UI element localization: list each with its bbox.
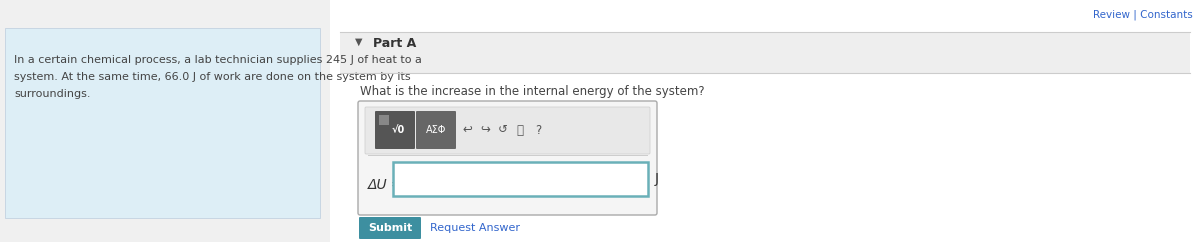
Text: J: J	[655, 172, 659, 186]
Text: Review | Constants: Review | Constants	[1093, 10, 1193, 21]
Text: ⬜: ⬜	[516, 123, 523, 136]
Text: ↩: ↩	[462, 123, 472, 136]
FancyBboxPatch shape	[358, 101, 658, 215]
Text: ΔU =: ΔU =	[368, 178, 403, 192]
FancyBboxPatch shape	[330, 0, 1200, 242]
Text: √0: √0	[391, 125, 404, 135]
FancyBboxPatch shape	[374, 111, 415, 149]
FancyBboxPatch shape	[365, 107, 650, 154]
Text: Part A: Part A	[373, 37, 416, 50]
FancyBboxPatch shape	[359, 217, 421, 239]
Text: system. At the same time, 66.0 J of work are done on the system by its: system. At the same time, 66.0 J of work…	[14, 72, 410, 82]
Text: surroundings.: surroundings.	[14, 89, 90, 99]
FancyBboxPatch shape	[5, 28, 320, 218]
Text: ?: ?	[535, 123, 541, 136]
Text: ▼: ▼	[355, 37, 362, 47]
FancyBboxPatch shape	[394, 162, 648, 196]
Text: ↺: ↺	[498, 123, 508, 136]
Text: In a certain chemical process, a lab technician supplies 245 J of heat to a: In a certain chemical process, a lab tec…	[14, 55, 422, 65]
Text: ΑΣΦ: ΑΣΦ	[426, 125, 446, 135]
FancyBboxPatch shape	[416, 111, 456, 149]
Text: What is the increase in the internal energy of the system?: What is the increase in the internal ene…	[360, 85, 704, 98]
Text: Submit: Submit	[368, 223, 412, 233]
Text: ↪: ↪	[480, 123, 490, 136]
Text: Request Answer: Request Answer	[430, 223, 520, 233]
FancyBboxPatch shape	[379, 115, 389, 125]
FancyBboxPatch shape	[340, 33, 1190, 73]
